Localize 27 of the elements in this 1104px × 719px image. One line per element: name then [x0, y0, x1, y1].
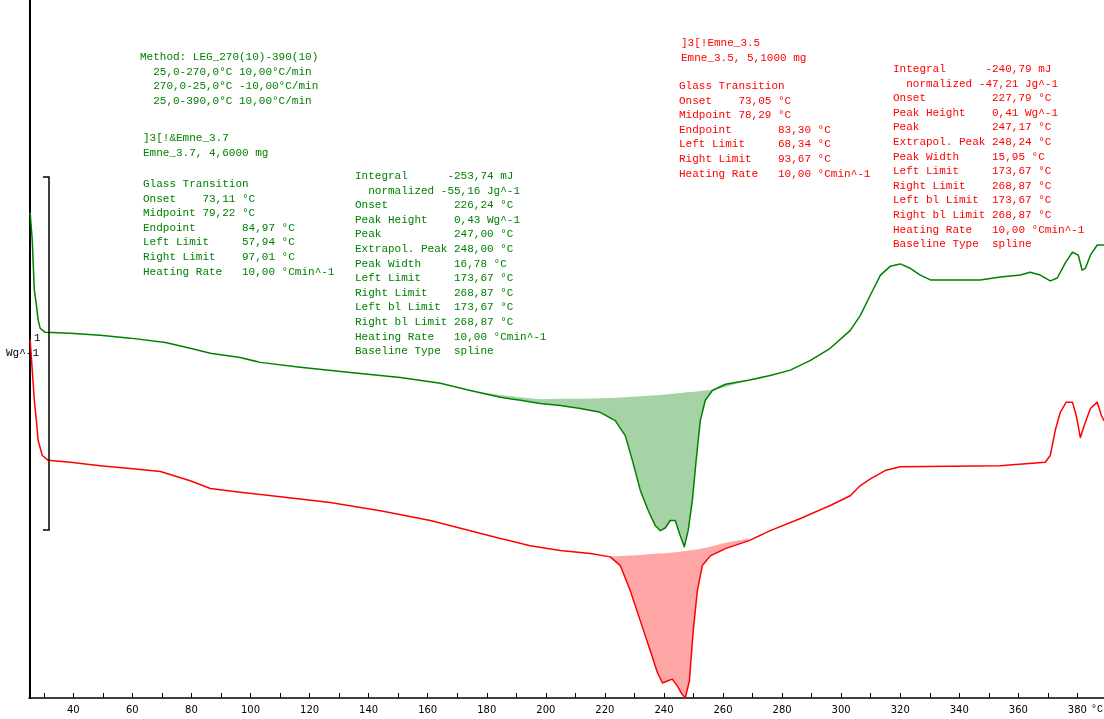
- x-tick-label: 60: [126, 703, 139, 715]
- text: Integral -240,79 mJ normalized -47,21 Jg^-1 Onset 227,79 °C Peak Height 0,41 Wg^-1 Peak 247,17 °C Extrapol. Peak 248,24 °C Peak Width 15,95 °C Left Limit 173,67 °C Right Limit 268,87 °C Left bl Limit 173,67 °C Right bl Limit 268,87 °C Heating Rate 10,00 °Cmin^-1 Baseline Type spline: [893, 63, 1085, 251]
- x-tick-label: 320: [890, 703, 910, 715]
- x-tick-label: 200: [536, 703, 556, 715]
- x-tick-label: 280: [772, 703, 792, 715]
- text: ]3[!Emne_3.5 Emne_3.5, 5,1000 mg: [681, 36, 807, 66]
- text: Method: LEG_270(10)-390(10) 25,0-270,0°C 10,00°C/min 270,0-25,0°C -10,00°C/min 25,0-390,0°C 10,00°C/min: [140, 50, 319, 109]
- text: ]3[!&Emne_3.7 Emne_3.7, 4,6000 mg: [143, 131, 269, 161]
- annotation: Glass Transition Onset 73,11 °C Midpoint 79,22 °C Endpoint 84,97 °C Left Limit 57,94 °C Right Limit 97,01 °C Heating Rate 10,00 °Cmin^-1: [143, 177, 335, 280]
- x-tick-label: 80: [185, 703, 198, 715]
- x-tick-label: 220: [595, 703, 615, 715]
- x-tick-label: 180: [477, 703, 497, 715]
- x-tick-label: 120: [300, 703, 320, 715]
- x-tick-label: 260: [713, 703, 733, 715]
- x-tick-label: 340: [949, 703, 969, 715]
- text: Glass Transition Onset 73,05 °C Midpoint 78,29 °C Endpoint 83,30 °C Left Limit 68,34 °C Right Limit 93,67 °C Heating Rate 10,00 °Cmin^-1: [679, 79, 871, 182]
- annotation: 1: [34, 331, 41, 346]
- x-axis-title: °C: [1090, 703, 1103, 717]
- text: Integral -253,74 mJ normalized -55,16 Jg^-1 Onset 226,24 °C Peak Height 0,43 Wg^-1 Peak 247,00 °C Extrapol. Peak 248,00 °C Peak Width 16,78 °C Left Limit 173,67 °C Right Limit 268,87 °C Left bl Limit 173,67 °C Right bl Limit 268,87 °C Heating Rate 10,00 °Cmin^-1 Baseline Type spline: [355, 170, 547, 358]
- x-tick-label: 300: [831, 703, 851, 715]
- x-tick-label: 40: [66, 703, 80, 715]
- x-tick-label: 360: [1008, 703, 1028, 715]
- x-tick-label: 380: [1067, 703, 1087, 715]
- x-tick-label: 100: [240, 703, 261, 715]
- x-tick-label: 160: [418, 703, 438, 715]
- x-tick-label: 240: [654, 703, 674, 715]
- x-tick-label: 140: [359, 703, 379, 715]
